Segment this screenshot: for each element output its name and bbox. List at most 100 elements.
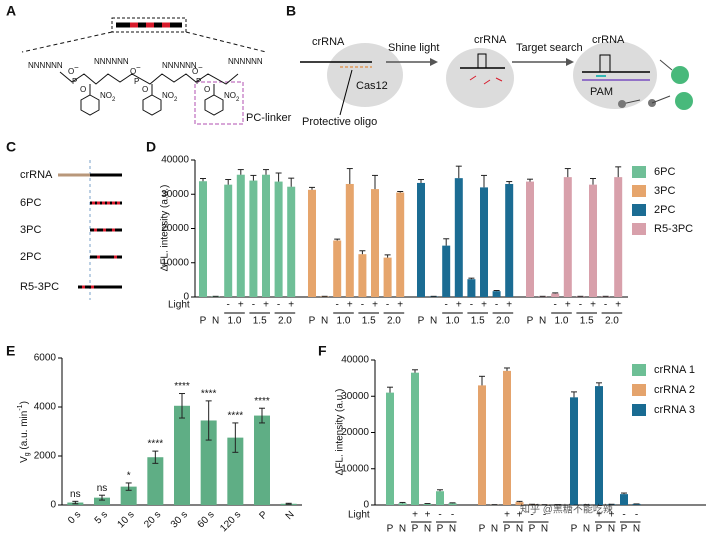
bar bbox=[589, 184, 597, 297]
panel-letter: A bbox=[6, 3, 16, 19]
x-tick-label: - bbox=[386, 300, 389, 311]
atom: P bbox=[196, 77, 201, 86]
legend-label: 3PC bbox=[654, 185, 675, 197]
label: crRNA bbox=[592, 34, 625, 46]
legend-swatch bbox=[632, 223, 646, 235]
panel-letter: F bbox=[318, 343, 327, 359]
nitro-text: NO bbox=[224, 91, 236, 100]
light-tick-label: + bbox=[425, 510, 431, 521]
bar bbox=[492, 291, 501, 297]
bar bbox=[551, 293, 560, 297]
significance-label: **** bbox=[201, 389, 217, 400]
bar bbox=[398, 503, 407, 505]
x-tick-label: - bbox=[445, 300, 448, 311]
bar bbox=[411, 372, 419, 505]
dose-label: 1.5 bbox=[253, 316, 267, 327]
y-tick-label: 40000 bbox=[341, 355, 369, 366]
bar bbox=[595, 386, 603, 505]
light-label: Light bbox=[348, 510, 370, 521]
significance-label: * bbox=[127, 471, 131, 482]
strand-label: NNNNNN bbox=[28, 61, 63, 70]
bar bbox=[632, 503, 641, 505]
ring bbox=[80, 94, 100, 116]
x-tick-label: N bbox=[424, 524, 431, 535]
protein bbox=[573, 41, 657, 109]
x-tick-label: 120 s bbox=[218, 509, 243, 534]
bar bbox=[503, 370, 511, 505]
linker-box bbox=[194, 81, 244, 125]
y-tick-label: 10000 bbox=[341, 463, 369, 474]
nitro: NO2 bbox=[224, 91, 240, 102]
y-tick-label: 20000 bbox=[161, 223, 189, 234]
dose-label: 1.0 bbox=[337, 316, 351, 327]
bar bbox=[436, 491, 444, 505]
x-tick-label: + bbox=[565, 300, 571, 311]
bar bbox=[417, 182, 425, 297]
x-tick-label: 0 s bbox=[66, 509, 83, 526]
dose-label: 2.0 bbox=[605, 316, 619, 327]
bar bbox=[467, 279, 476, 297]
x-tick-label: + bbox=[506, 300, 512, 311]
dose-label: 2.0 bbox=[496, 316, 510, 327]
x-tick-label: N bbox=[583, 524, 590, 535]
x-tick-label: - bbox=[227, 300, 230, 311]
bar bbox=[358, 254, 367, 297]
bar bbox=[563, 177, 572, 297]
y-tick-label: 6000 bbox=[34, 353, 57, 364]
atom: P bbox=[72, 77, 77, 86]
zoom-line bbox=[21, 31, 113, 53]
x-tick-label: + bbox=[456, 300, 462, 311]
backbone bbox=[59, 71, 239, 85]
strand-label: NNNNNN bbox=[162, 61, 197, 70]
y-axis-label: ΔFL. intensity (a.u.) bbox=[335, 389, 346, 476]
row-label: R5-3PC bbox=[20, 281, 59, 293]
hairpin bbox=[477, 53, 487, 68]
label: Target search bbox=[516, 42, 583, 54]
light-tick-label: + bbox=[596, 510, 602, 521]
bar bbox=[448, 503, 457, 505]
x-tick-label: N bbox=[430, 316, 437, 327]
y-axis-label-part: ) bbox=[19, 401, 30, 404]
dose-label: 1.5 bbox=[471, 316, 485, 327]
quencher bbox=[618, 100, 626, 108]
x-tick-label: N bbox=[516, 524, 523, 535]
atom: O bbox=[130, 67, 136, 76]
hairpin bbox=[599, 54, 611, 72]
bar bbox=[308, 189, 316, 297]
panel-letter: C bbox=[6, 139, 16, 155]
bar bbox=[94, 497, 110, 505]
atom: O bbox=[142, 85, 148, 94]
bar bbox=[423, 503, 432, 505]
x-tick-label: N bbox=[321, 316, 328, 327]
linker-label: PC-linker bbox=[246, 112, 292, 124]
panel-c-art bbox=[58, 160, 122, 300]
x-tick-label: + bbox=[590, 300, 596, 311]
ring bbox=[142, 94, 162, 116]
x-tick-label: P bbox=[571, 524, 578, 535]
bar bbox=[442, 245, 451, 297]
x-tick-label: + bbox=[615, 300, 621, 311]
y-tick-label: 20000 bbox=[341, 427, 369, 438]
nitro-text: NO bbox=[100, 91, 112, 100]
bar bbox=[227, 437, 244, 505]
bar bbox=[254, 415, 270, 505]
dose-label: 2.0 bbox=[387, 316, 401, 327]
bar bbox=[199, 181, 207, 297]
ring bbox=[204, 94, 224, 116]
fragments bbox=[469, 75, 503, 85]
atom: O bbox=[204, 85, 210, 94]
strand-label: NNNNNN bbox=[228, 57, 263, 66]
watermark: 知乎 @黑糖不能吃辣 bbox=[520, 503, 613, 516]
bar bbox=[526, 181, 534, 297]
label: PAM bbox=[590, 86, 613, 98]
x-tick-label: P bbox=[479, 524, 486, 535]
x-tick-label: - bbox=[252, 300, 255, 311]
x-tick-label: + bbox=[372, 300, 378, 311]
bar bbox=[274, 181, 283, 297]
label: Cas12 bbox=[356, 80, 388, 92]
legend-swatch bbox=[632, 364, 646, 376]
panel-b-art bbox=[300, 41, 693, 116]
x-tick-label: P bbox=[200, 316, 207, 327]
signal bbox=[671, 66, 689, 84]
bar bbox=[614, 177, 623, 297]
